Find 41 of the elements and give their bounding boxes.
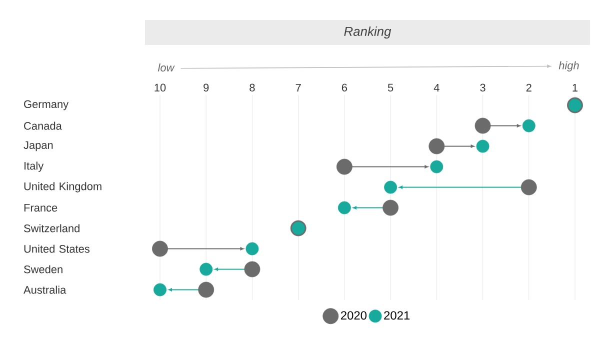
y-tick-label: Japan	[24, 141, 53, 152]
text: high	[558, 61, 579, 72]
point	[198, 282, 214, 298]
point	[384, 180, 398, 194]
point	[336, 158, 352, 175]
text: low	[158, 63, 175, 72]
y-tick-label: United States	[24, 244, 90, 253]
y-tick-label: Canada	[24, 122, 62, 130]
point	[476, 140, 490, 153]
y-tick-label: Sweden	[24, 265, 62, 274]
legend-label: 2021	[384, 311, 410, 320]
y-tick-label: Italy	[24, 162, 44, 172]
y-tick-label: Germany	[24, 100, 69, 110]
point	[200, 262, 213, 276]
x-tick-label: 10	[154, 84, 166, 92]
x-tick-label: 5	[388, 84, 394, 92]
point	[154, 283, 166, 296]
x-tick-label: 2	[526, 84, 532, 92]
y-tick-label: Switzerland	[24, 224, 80, 232]
x-tick-label: 6	[342, 84, 347, 92]
point	[520, 179, 537, 196]
point	[246, 242, 259, 256]
x-tick-label: 1	[572, 84, 578, 92]
point	[152, 240, 168, 257]
point	[244, 261, 260, 278]
x-tick-label: 8	[250, 84, 255, 92]
y-tick-label: United Kingdom	[24, 182, 102, 192]
y-tick-label: France	[24, 204, 58, 212]
point	[522, 119, 536, 132]
legend-label: 2020	[340, 311, 367, 320]
point	[338, 201, 351, 214]
y-tick-label: Australia	[24, 286, 66, 294]
point	[430, 160, 444, 174]
point	[428, 138, 445, 154]
x-tick-label: 3	[480, 84, 486, 92]
point	[474, 118, 491, 134]
x-tick-label: 7	[296, 84, 301, 92]
chart-title: Ranking	[344, 26, 392, 39]
point	[382, 200, 399, 216]
x-tick-label: 4	[434, 84, 440, 92]
x-tick-label: 9	[204, 84, 209, 92]
